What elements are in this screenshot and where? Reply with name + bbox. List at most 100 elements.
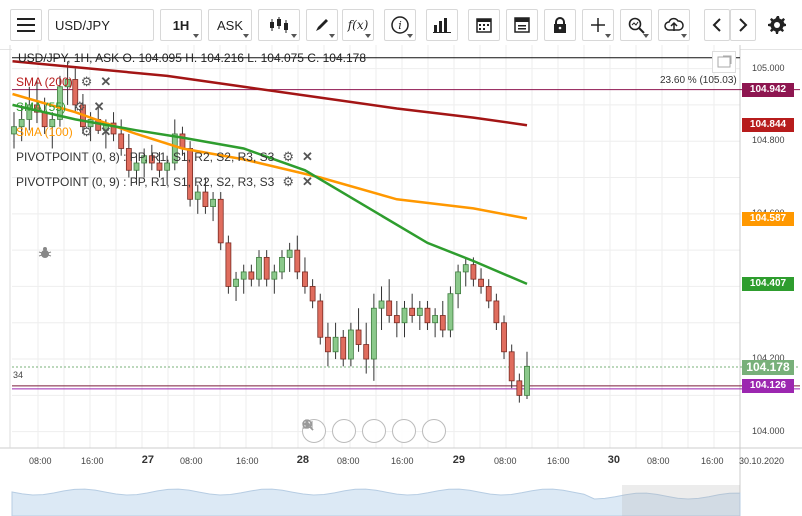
expand-chart-button[interactable]: [712, 51, 736, 73]
calendar-button[interactable]: [468, 9, 500, 41]
crosshair-button[interactable]: [582, 9, 614, 41]
price-tag: 104.178: [742, 360, 794, 376]
settings-cog-icon[interactable]: ⚙: [74, 99, 86, 114]
dropdown-caret-icon: [681, 34, 687, 38]
dropdown-caret-icon: [407, 34, 413, 38]
symbol-label: USD/JPY: [55, 17, 110, 33]
settings-cog-icon[interactable]: ⚙: [80, 124, 93, 139]
legend-sma-55[interactable]: SMA (55) ⚙ ✕: [16, 100, 105, 114]
scroll-right-button[interactable]: [304, 419, 446, 443]
price-side-label: ASK: [216, 17, 243, 33]
info-button[interactable]: i: [384, 9, 416, 41]
close-icon[interactable]: ✕: [301, 174, 313, 189]
toolbar: USD/JPY 1H ASK f(x) i: [0, 0, 802, 50]
candle-body: [355, 329, 362, 345]
candle-body: [302, 271, 308, 287]
zoom-out-button[interactable]: [302, 419, 356, 443]
volume-button[interactable]: [426, 9, 458, 41]
indicators-button[interactable]: f(x): [342, 9, 374, 41]
ohlc-readout: USD/JPY, 1H, ASK O. 104.095 H. 104.216 L…: [18, 51, 367, 65]
close-icon[interactable]: ✕: [100, 124, 112, 139]
notes-button[interactable]: [506, 9, 538, 41]
price-tick-label: 104.200: [752, 353, 785, 364]
dropdown-caret-icon: [243, 34, 249, 38]
price-tick-label: 105.000: [752, 62, 785, 73]
candle-body: [501, 322, 507, 353]
legend-sma-200[interactable]: SMA (200) ⚙ ✕: [16, 75, 111, 89]
candle-body: [217, 198, 224, 244]
time-tick-label: 16:00: [391, 456, 414, 466]
chevron-right-icon: [739, 18, 748, 32]
candle-body: [340, 336, 347, 360]
crosshair-icon: [591, 18, 605, 32]
legend-label: PIVOTPOINT (0, 9) : PP, R1, S1, R2, S2, …: [16, 175, 275, 189]
close-icon[interactable]: ✕: [100, 74, 112, 89]
zoom-search-icon: [628, 17, 645, 34]
candle-body: [455, 271, 461, 295]
time-day-label: 30: [607, 454, 621, 466]
time-tick-label: 08:00: [647, 456, 670, 466]
candle-body: [462, 264, 469, 273]
settings-button[interactable]: [762, 9, 792, 41]
candle-body: [110, 122, 117, 135]
candle-body: [263, 256, 270, 280]
legend-label: SMA (200): [16, 75, 73, 89]
legend-label: SMA (55): [16, 100, 67, 114]
candle-body: [485, 286, 492, 302]
legend-pivotpoint-9[interactable]: PIVOTPOINT (0, 9) : PP, R1, S1, R2, S2, …: [16, 175, 313, 189]
candle-body: [439, 315, 446, 331]
candle-body: [11, 126, 17, 135]
candle-body: [256, 256, 262, 280]
price-side-selector[interactable]: ASK: [208, 9, 252, 41]
time-tick-label: 16:00: [701, 456, 724, 466]
candle-body: [240, 271, 247, 280]
candle-body: [370, 307, 377, 360]
scroll-forward-button[interactable]: [730, 9, 756, 41]
candle-body: [286, 249, 293, 258]
indicator-value-label: 34: [13, 370, 24, 380]
candle-body: [210, 198, 216, 207]
zoom-button[interactable]: [620, 9, 652, 41]
time-day-label: 28: [296, 454, 310, 466]
dropdown-caret-icon: [291, 34, 297, 38]
candle-body: [202, 191, 209, 207]
chart-type-button[interactable]: [258, 9, 300, 41]
price-tag: 104.587: [742, 211, 794, 226]
legend-sma-100[interactable]: SMA (100) ⚙ ✕: [16, 125, 111, 139]
candle-body: [294, 249, 301, 273]
candle-body: [26, 104, 33, 120]
menu-button[interactable]: [10, 9, 42, 41]
settings-cog-icon[interactable]: ⚙: [80, 74, 93, 89]
settings-cog-icon[interactable]: ⚙: [282, 174, 294, 189]
symbol-selector[interactable]: USD/JPY: [48, 9, 154, 41]
settings-cog-icon[interactable]: ⚙: [282, 149, 294, 164]
candle-body: [393, 315, 400, 324]
candle-body: [57, 86, 63, 120]
timeframe-selector[interactable]: 1H: [160, 9, 202, 41]
dropdown-caret-icon: [329, 34, 335, 38]
scroll-back-button[interactable]: [704, 9, 730, 41]
legend-pivotpoint-8[interactable]: PIVOTPOINT (0, 8) : PP, R1, S1, R2, S2, …: [16, 150, 313, 164]
navigator-window: [622, 485, 740, 516]
chart-area[interactable]: USD/JPY, 1H, ASK O. 104.095 H. 104.216 L…: [0, 45, 802, 516]
draw-tool-button[interactable]: [306, 9, 338, 41]
timeframe-label: 1H: [172, 17, 190, 33]
upload-button[interactable]: [658, 9, 690, 41]
price-chart-canvas[interactable]: [0, 45, 802, 516]
candle-body: [317, 300, 324, 338]
chevron-left-icon: [712, 18, 721, 32]
bar-chart-icon: [433, 18, 451, 33]
close-icon[interactable]: ✕: [301, 149, 313, 164]
price-tag: 104.844: [742, 118, 794, 133]
candle-body: [516, 380, 523, 396]
candle-body: [325, 336, 331, 353]
price-tag: 104.942: [742, 82, 794, 97]
close-icon[interactable]: ✕: [93, 99, 105, 114]
candle-body: [64, 79, 71, 88]
reset-zoom-button[interactable]: [303, 419, 386, 443]
candle-body: [156, 162, 163, 171]
lock-button[interactable]: [544, 9, 576, 41]
candle-body: [141, 155, 148, 164]
candle-body: [118, 133, 125, 149]
zoom-in-button[interactable]: [302, 419, 416, 443]
